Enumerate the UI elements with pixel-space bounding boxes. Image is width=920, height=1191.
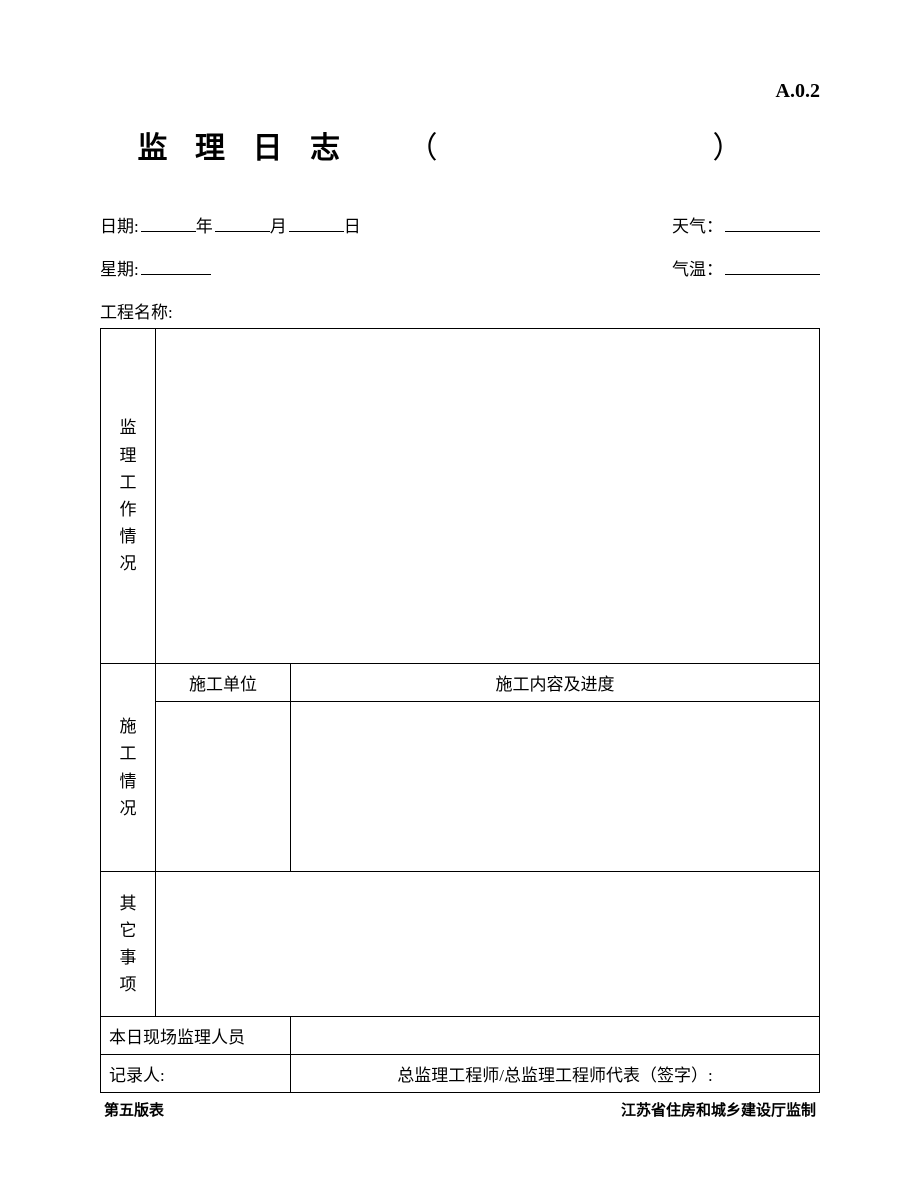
char: 况 xyxy=(109,795,147,822)
header-fields: 日期: 年 月 日 天气： 星期: 气温： xyxy=(100,212,820,280)
char: 它 xyxy=(109,917,147,944)
char: 事 xyxy=(109,944,147,971)
date-label: 日期: xyxy=(100,212,139,237)
char: 工 xyxy=(109,740,147,767)
recorder-label: 记录人: xyxy=(101,1055,291,1093)
main-table: 监 理 工 作 情 况 施 工 情 况 施工单位 施工内容及进度 xyxy=(100,328,820,1093)
other-content-cell[interactable] xyxy=(156,872,820,1017)
document-code: A.0.2 xyxy=(100,80,820,103)
year-blank[interactable] xyxy=(141,213,196,232)
month-unit: 月 xyxy=(270,212,287,237)
char: 理 xyxy=(109,442,147,469)
date-field: 日期: 年 月 日 xyxy=(100,212,361,237)
row-construction-body xyxy=(101,702,820,872)
construction-unit-header: 施工单位 xyxy=(156,664,291,702)
header-row-2: 星期: 气温： xyxy=(100,255,820,280)
row-supervision: 监 理 工 作 情 况 xyxy=(101,329,820,664)
weekday-blank[interactable] xyxy=(141,256,211,275)
day-blank[interactable] xyxy=(289,213,344,232)
onsite-staff-label: 本日现场监理人员 xyxy=(101,1017,291,1055)
other-label-cell: 其 它 事 项 xyxy=(101,872,156,1017)
weekday-label: 星期: xyxy=(100,255,139,280)
construction-content-header: 施工内容及进度 xyxy=(291,664,820,702)
title-main: 监 理 日 志 xyxy=(138,132,351,165)
char: 情 xyxy=(109,768,147,795)
project-name-row: 工程名称: xyxy=(100,298,820,323)
char: 情 xyxy=(109,523,147,550)
year-unit: 年 xyxy=(196,212,213,237)
char: 作 xyxy=(109,496,147,523)
title-row: 监 理 日 志 （ ） xyxy=(100,123,820,167)
title-paren-open: （ xyxy=(408,132,438,165)
construction-unit-cell[interactable] xyxy=(156,702,291,872)
month-blank[interactable] xyxy=(215,213,270,232)
title-paren-close: ） xyxy=(713,132,743,165)
footer-right: 江苏省住房和城乡建设厅监制 xyxy=(621,1099,816,1120)
construction-label-cell: 施 工 情 况 xyxy=(101,664,156,872)
page-container: A.0.2 监 理 日 志 （ ） 日期: 年 月 日 天气： 星期: xyxy=(0,0,920,1160)
page-footer: 第五版表 江苏省住房和城乡建设厅监制 xyxy=(100,1099,820,1120)
footer-left: 第五版表 xyxy=(104,1099,164,1120)
weather-field: 天气： xyxy=(672,212,820,237)
weekday-field: 星期: xyxy=(100,255,211,280)
supervision-content-cell[interactable] xyxy=(156,329,820,664)
temperature-label: 气温： xyxy=(672,255,723,280)
char: 施 xyxy=(109,713,147,740)
char: 其 xyxy=(109,890,147,917)
row-construction-header: 施 工 情 况 施工单位 施工内容及进度 xyxy=(101,664,820,702)
temperature-blank[interactable] xyxy=(725,256,820,275)
chief-signature-label: 总监理工程师/总监理工程师代表（签字）: xyxy=(291,1055,820,1093)
day-unit: 日 xyxy=(344,212,361,237)
row-other: 其 它 事 项 xyxy=(101,872,820,1017)
header-row-1: 日期: 年 月 日 天气： xyxy=(100,212,820,237)
weather-label: 天气： xyxy=(672,212,723,237)
char: 况 xyxy=(109,550,147,577)
onsite-staff-value[interactable] xyxy=(291,1017,820,1055)
weather-blank[interactable] xyxy=(725,213,820,232)
construction-content-cell[interactable] xyxy=(291,702,820,872)
project-name-label: 工程名称: xyxy=(100,303,173,322)
temperature-field: 气温： xyxy=(672,255,820,280)
row-recorder: 记录人: 总监理工程师/总监理工程师代表（签字）: xyxy=(101,1055,820,1093)
char: 工 xyxy=(109,469,147,496)
char: 监 xyxy=(109,414,147,441)
row-onsite-staff: 本日现场监理人员 xyxy=(101,1017,820,1055)
char: 项 xyxy=(109,971,147,998)
supervision-label-cell: 监 理 工 作 情 况 xyxy=(101,329,156,664)
